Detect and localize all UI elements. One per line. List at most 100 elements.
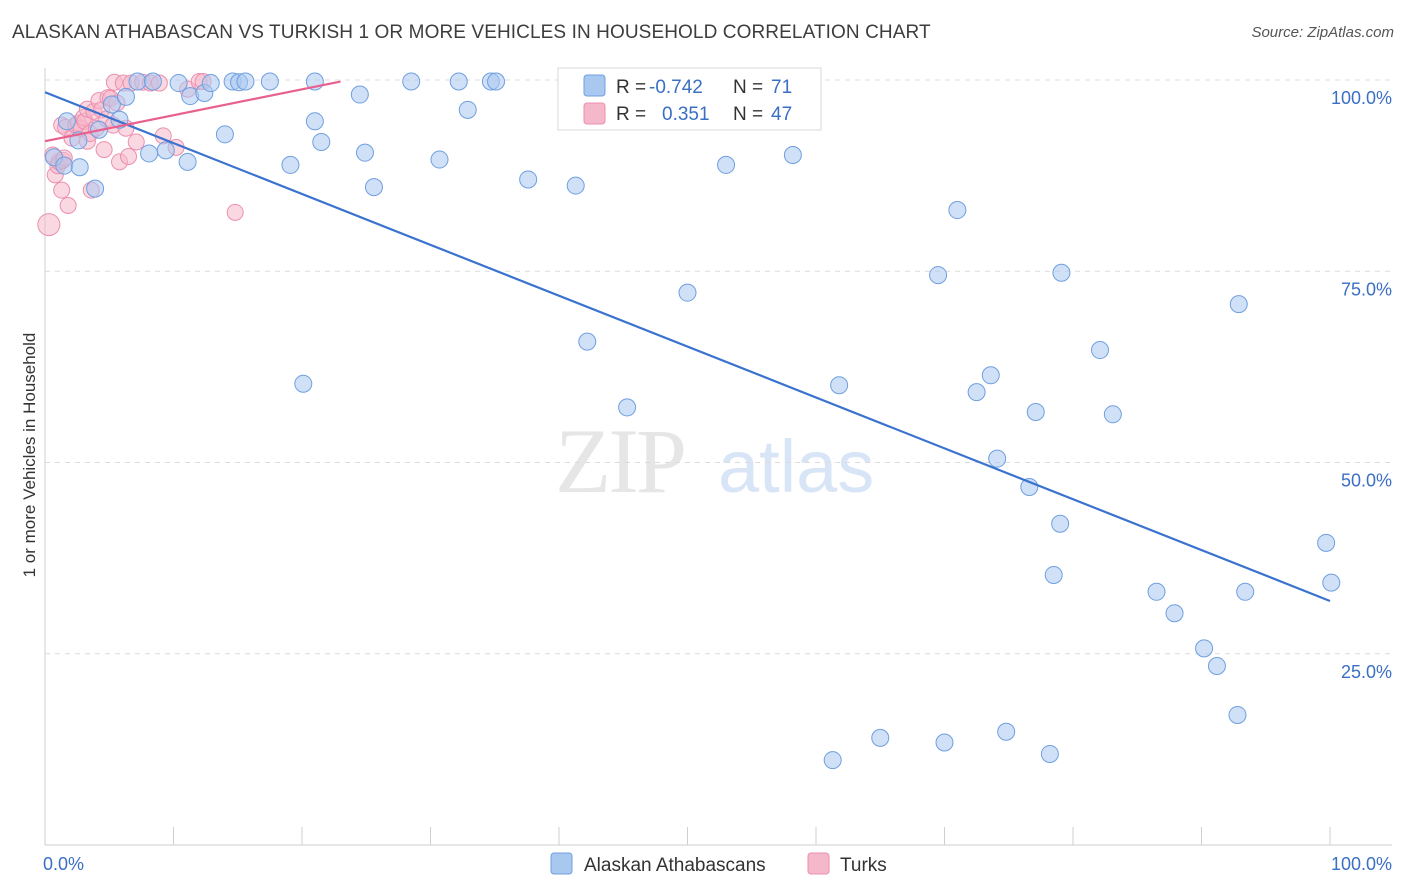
- trend-lines: [44, 80, 1331, 602]
- watermark-atlas: atlas: [718, 425, 874, 508]
- data-point: [430, 150, 449, 169]
- y-tick-label: 50.0%: [1341, 471, 1392, 491]
- data-point: [871, 728, 890, 747]
- data-point: [1026, 403, 1045, 422]
- data-point: [143, 72, 162, 91]
- alaskan-athabascans-points: [44, 72, 1341, 770]
- series-swatch-alaskan: [550, 852, 573, 875]
- legend-r-value-blue: -0.742: [649, 77, 703, 98]
- legend-n-label-pink: N =: [733, 104, 763, 125]
- correlation-legend: R = -0.742 N = 71 R = 0.351 N = 47: [557, 67, 822, 131]
- watermark-zip: ZIP: [555, 410, 684, 512]
- data-point: [178, 152, 197, 171]
- data-point: [988, 449, 1007, 468]
- data-point: [140, 144, 159, 163]
- data-point: [355, 143, 374, 162]
- data-point: [1165, 604, 1184, 623]
- data-point: [57, 112, 76, 131]
- data-point: [1322, 573, 1341, 592]
- y-tick-label: 25.0%: [1341, 662, 1392, 682]
- legend-n-value-pink: 47: [771, 104, 792, 125]
- axes: 0.0% 100.0%: [43, 68, 1392, 874]
- data-point: [1052, 263, 1071, 282]
- data-point: [929, 266, 948, 285]
- data-point: [201, 74, 220, 93]
- legend-swatch-blue: [583, 74, 606, 97]
- series-label-alaskan: Alaskan Athabascans: [584, 855, 766, 876]
- data-point: [116, 87, 135, 106]
- data-point: [1195, 639, 1214, 658]
- y-axis-title: 1 or more Vehicles in Household: [20, 333, 39, 578]
- legend-swatch-pink: [583, 102, 606, 125]
- data-point: [1051, 514, 1070, 533]
- data-point: [1229, 295, 1248, 314]
- data-point: [1103, 405, 1122, 424]
- data-point: [1040, 744, 1059, 763]
- legend-r-label-pink: R =: [616, 104, 646, 125]
- data-point: [458, 100, 477, 119]
- data-point: [305, 112, 324, 131]
- data-point: [1044, 565, 1063, 584]
- data-point: [95, 141, 113, 159]
- data-point: [169, 74, 188, 93]
- x-tick-label-max: 100.0%: [1331, 854, 1392, 874]
- data-point: [997, 722, 1016, 741]
- source-label: Source: ZipAtlas.com: [1251, 24, 1394, 41]
- y-tick-label: 75.0%: [1341, 279, 1392, 299]
- data-point: [678, 283, 697, 302]
- data-point: [981, 366, 1000, 385]
- y-tick-label: 100.0%: [1331, 88, 1392, 108]
- series-legend: Alaskan Athabascans Turks: [550, 852, 887, 876]
- data-point: [618, 398, 637, 417]
- trend-line-blue: [44, 91, 1331, 602]
- data-point: [120, 148, 138, 165]
- data-point: [364, 178, 383, 197]
- legend-n-label-blue: N =: [733, 77, 763, 98]
- data-point: [823, 751, 842, 770]
- data-point: [487, 72, 506, 91]
- data-point: [260, 72, 279, 91]
- legend-n-value-blue: 71: [771, 77, 792, 98]
- data-point: [783, 145, 802, 164]
- data-point: [449, 72, 468, 91]
- data-point: [55, 156, 74, 175]
- data-point: [935, 733, 954, 752]
- legend-r-label-blue: R =: [616, 77, 646, 98]
- data-point: [281, 155, 300, 174]
- data-point: [86, 179, 105, 198]
- data-point: [70, 158, 89, 177]
- trend-line-pink: [44, 80, 341, 143]
- data-point: [1207, 656, 1226, 675]
- data-point: [226, 203, 244, 221]
- legend-r-value-pink: 0.351: [662, 104, 710, 125]
- data-point: [350, 85, 369, 104]
- data-point: [1147, 582, 1166, 601]
- data-point: [59, 196, 77, 214]
- data-point: [1236, 582, 1255, 601]
- watermark: ZIP atlas: [555, 410, 874, 512]
- gridlines: 25.0% 50.0% 75.0% 100.0%: [45, 79, 1392, 682]
- data-point: [1317, 533, 1336, 552]
- data-point: [156, 141, 175, 160]
- data-point: [519, 170, 538, 189]
- data-point: [236, 72, 255, 91]
- data-point: [402, 72, 421, 91]
- data-point: [830, 376, 849, 395]
- data-point: [566, 176, 585, 195]
- data-point: [312, 132, 331, 151]
- x-tick-label-min: 0.0%: [43, 854, 84, 874]
- data-point: [294, 374, 313, 393]
- data-point: [578, 332, 597, 351]
- data-point: [967, 383, 986, 402]
- data-point: [37, 213, 61, 237]
- chart-title: ALASKAN ATHABASCAN VS TURKISH 1 OR MORE …: [12, 22, 931, 43]
- data-point: [127, 133, 145, 151]
- series-swatch-turks: [807, 852, 830, 875]
- data-point: [215, 125, 234, 144]
- series-label-turks: Turks: [840, 855, 887, 876]
- data-point: [948, 201, 967, 220]
- data-point: [128, 72, 147, 91]
- data-point: [102, 95, 121, 114]
- data-point: [1090, 341, 1109, 360]
